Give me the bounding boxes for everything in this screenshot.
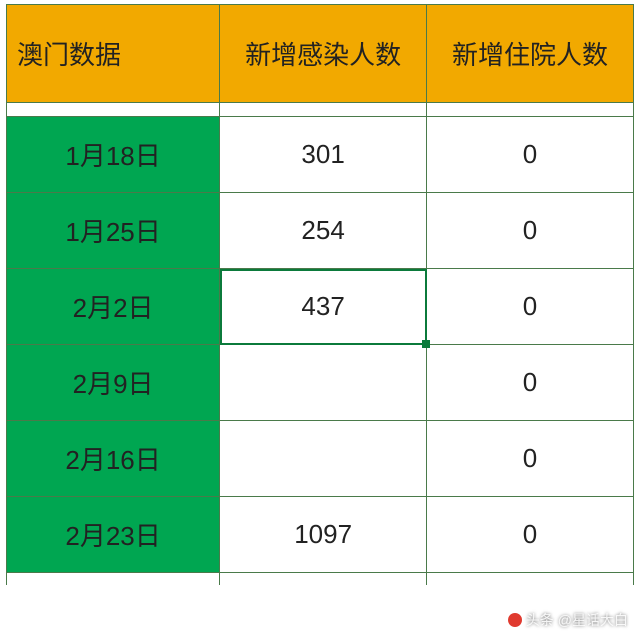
cell-hosp[interactable]: 0 bbox=[427, 269, 634, 345]
toutiao-icon bbox=[508, 613, 522, 627]
cell-date[interactable]: 2月2日 bbox=[7, 269, 220, 345]
watermark: 头条 @星话大白 bbox=[508, 610, 628, 630]
cell-infect[interactable] bbox=[220, 421, 427, 497]
col-header-hosp: 新增住院人数 bbox=[427, 5, 634, 103]
col-header-date: 澳门数据 bbox=[7, 5, 220, 103]
cell-date[interactable]: 2月16日 bbox=[7, 421, 220, 497]
table-row: 1月25日 254 0 bbox=[7, 193, 634, 269]
cell-date[interactable]: 2月23日 bbox=[7, 497, 220, 573]
cell-hosp[interactable]: 0 bbox=[427, 117, 634, 193]
cell-infect[interactable]: 1097 bbox=[220, 497, 427, 573]
header-spacer-row bbox=[7, 103, 634, 117]
table-tail-row bbox=[7, 573, 634, 585]
cell-date[interactable]: 2月9日 bbox=[7, 345, 220, 421]
cell-hosp[interactable]: 0 bbox=[427, 345, 634, 421]
cell-date[interactable]: 1月18日 bbox=[7, 117, 220, 193]
col-header-infect: 新增感染人数 bbox=[220, 5, 427, 103]
cell-hosp[interactable]: 0 bbox=[427, 497, 634, 573]
data-table: 澳门数据 新增感染人数 新增住院人数 1月18日 301 0 1月25日 254… bbox=[6, 4, 634, 585]
table-row: 1月18日 301 0 bbox=[7, 117, 634, 193]
cell-infect[interactable]: 301 bbox=[220, 117, 427, 193]
table-row: 2月23日 1097 0 bbox=[7, 497, 634, 573]
table-row: 2月9日 0 bbox=[7, 345, 634, 421]
table-container: 澳门数据 新增感染人数 新增住院人数 1月18日 301 0 1月25日 254… bbox=[0, 0, 640, 585]
cell-infect-selected[interactable]: 437 bbox=[220, 269, 427, 345]
table-row: 2月2日 437 0 bbox=[7, 269, 634, 345]
table-row: 2月16日 0 bbox=[7, 421, 634, 497]
watermark-prefix: 头条 bbox=[526, 610, 554, 630]
cell-infect[interactable] bbox=[220, 345, 427, 421]
watermark-author: @星话大白 bbox=[558, 610, 628, 630]
cell-date[interactable]: 1月25日 bbox=[7, 193, 220, 269]
table-header-row: 澳门数据 新增感染人数 新增住院人数 bbox=[7, 5, 634, 103]
cell-hosp[interactable]: 0 bbox=[427, 193, 634, 269]
cell-hosp[interactable]: 0 bbox=[427, 421, 634, 497]
cell-infect[interactable]: 254 bbox=[220, 193, 427, 269]
